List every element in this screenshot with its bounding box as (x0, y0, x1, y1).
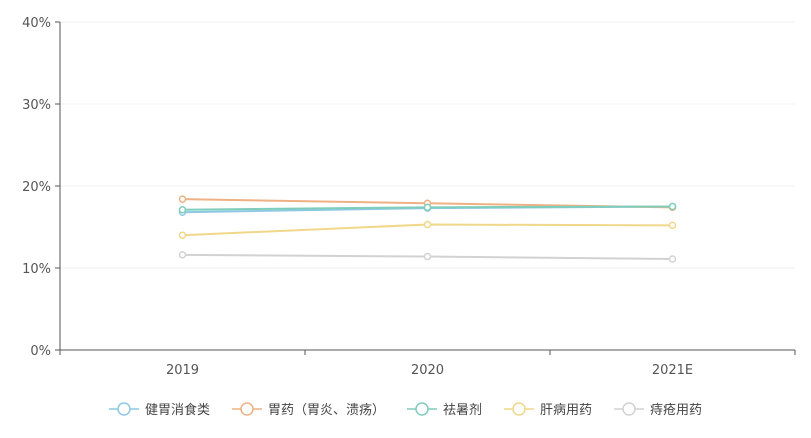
legend-item[interactable]: 痔疮用药 (614, 402, 702, 418)
axes (55, 21, 796, 355)
legend-item[interactable]: 胃药（胃炎、溃疡） (232, 402, 385, 418)
y-tick-label: 0% (30, 344, 51, 359)
legend-label: 肝病用药 (540, 403, 592, 418)
y-tick-label: 30% (22, 98, 51, 113)
series-lines (178, 195, 677, 263)
legend-item[interactable]: 肝病用药 (504, 402, 592, 418)
data-point (178, 195, 187, 203)
legend-circle-icon (117, 402, 131, 416)
legend-label: 健胃消食类 (145, 402, 210, 418)
legend-label: 祛暑剂 (443, 402, 482, 418)
legend-circle-icon (240, 402, 254, 416)
legend[interactable]: 健胃消食类 胃药（胃炎、溃疡） 祛暑剂 肝病用药 痔疮用药 (109, 402, 702, 418)
legend-item[interactable]: 健胃消食类 (109, 402, 210, 418)
y-tick-labels: 0% 10% 20% 30% 40% (22, 16, 51, 359)
x-tick-label: 2021E (652, 363, 693, 378)
x-tick-labels: 2019 2020 2021E (166, 363, 693, 378)
legend-circle-icon (622, 402, 636, 416)
legend-circle-icon (415, 402, 429, 416)
y-tick-label: 20% (22, 180, 51, 195)
x-tick-label: 2019 (166, 363, 199, 378)
data-point (178, 251, 187, 259)
gridlines (60, 21, 795, 269)
data-point (178, 206, 187, 214)
data-point (668, 255, 677, 263)
y-tick-label: 40% (22, 16, 51, 31)
data-point (423, 203, 432, 212)
legend-label: 胃药（胃炎、溃疡） (268, 403, 385, 418)
data-point (423, 252, 432, 261)
legend-circle-icon (512, 402, 526, 416)
data-point (423, 220, 432, 229)
y-tick-label: 10% (22, 262, 51, 277)
data-point (668, 202, 677, 211)
legend-label: 痔疮用药 (650, 402, 702, 418)
data-point (178, 231, 187, 239)
legend-item[interactable]: 祛暑剂 (407, 402, 482, 418)
x-tick-label: 2020 (411, 363, 444, 378)
data-point (668, 221, 677, 230)
